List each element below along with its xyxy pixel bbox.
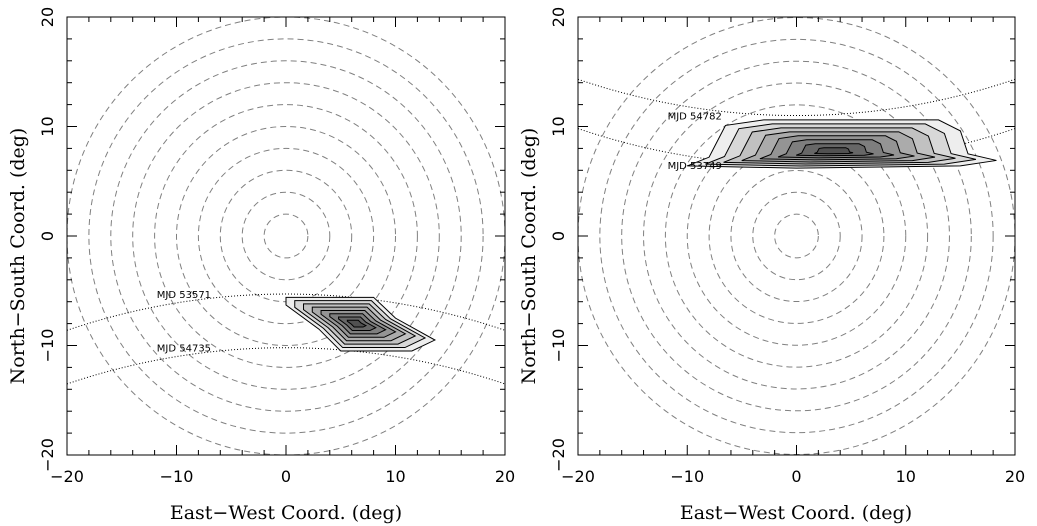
y-tick-label: 0 <box>38 231 57 241</box>
grid-ring <box>176 126 396 346</box>
right-panel: MJD 54782 MJD 53749 −20 −10 0 10 20 −20 −10 0 10 20… <box>518 7 1025 524</box>
grid-ring <box>730 169 863 303</box>
x-tick-label: −10 <box>160 467 194 486</box>
grid-ring <box>154 104 418 368</box>
grid-ring <box>708 148 885 324</box>
grid-ring <box>132 82 440 390</box>
grid-ring <box>664 104 929 368</box>
y-axis-title: North−South Coord. (deg) <box>518 128 540 385</box>
ring-group <box>578 17 1015 455</box>
x-tick-label: 10 <box>896 467 916 486</box>
x-tick-label: −20 <box>561 467 595 486</box>
x-tick-label: 20 <box>1005 467 1025 486</box>
x-axis-title: East−West Coord. (deg) <box>680 502 912 524</box>
declination-arc <box>67 347 505 385</box>
grid-ring <box>621 60 972 412</box>
contour-region <box>687 119 997 169</box>
y-tick-label: −10 <box>38 329 57 363</box>
contour-region <box>285 296 437 352</box>
mjd-label: MJD 54782 <box>668 112 722 123</box>
left-panel: MJD 53571 MJD 54735 −20 −10 0 10 20 −20 −10 0 10 20… <box>7 7 515 524</box>
contour-level <box>346 319 368 328</box>
grid-ring <box>110 60 462 412</box>
grid-ring <box>197 147 375 325</box>
x-tick-label: −20 <box>50 467 84 486</box>
declination-arc <box>578 78 1015 117</box>
x-tick-label: 0 <box>281 467 291 486</box>
y-tick-label: 20 <box>38 7 57 27</box>
y-tick-label: −20 <box>38 438 57 472</box>
y-axis-title: North−South Coord. (deg) <box>7 128 29 385</box>
grid-ring <box>643 82 950 390</box>
x-tick-label: −10 <box>670 467 704 486</box>
grid-ring <box>219 169 353 303</box>
y-tick-label: −20 <box>549 438 568 472</box>
grid-ring <box>88 38 484 434</box>
grid-ring <box>599 38 994 434</box>
y-tick-label: 10 <box>38 116 57 136</box>
mjd-label: MJD 53571 <box>157 290 211 301</box>
grid-ring <box>241 191 331 281</box>
declination-arc <box>67 293 505 331</box>
y-tick-label: −10 <box>549 329 568 363</box>
grid-ring <box>263 213 309 259</box>
ring-group <box>67 17 505 455</box>
y-tick-label: 20 <box>549 7 568 27</box>
x-axis-title: East−West Coord. (deg) <box>170 502 402 524</box>
x-tick-label: 10 <box>385 467 405 486</box>
x-tick-label: 20 <box>495 467 515 486</box>
contour-level <box>814 147 854 155</box>
mjd-label: MJD 54735 <box>157 344 211 355</box>
y-tick-label: 10 <box>549 116 568 136</box>
mjd-label: MJD 53749 <box>668 161 722 172</box>
grid-ring <box>752 191 841 281</box>
y-tick-label: 0 <box>549 231 568 241</box>
grid-ring <box>774 213 819 259</box>
x-tick-label: 0 <box>791 467 801 486</box>
